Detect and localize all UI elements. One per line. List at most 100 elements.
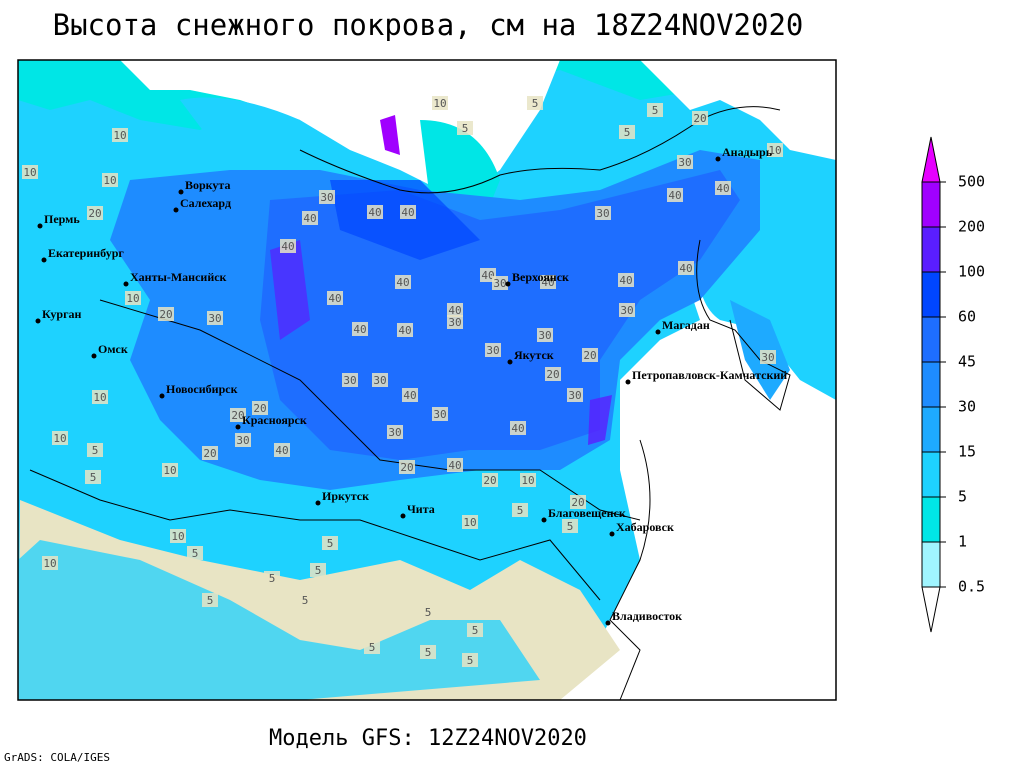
contour-label: 20 [253, 402, 266, 415]
contour-label-box [364, 640, 380, 654]
contour-label-box [567, 388, 583, 402]
contour-label: 40 [403, 389, 416, 402]
contour-label-box [467, 623, 483, 637]
contour-label-box [562, 519, 578, 533]
colorbar-segment [921, 136, 941, 183]
contour-label: 10 [103, 174, 116, 187]
contour-label-box [447, 315, 463, 329]
contour-label: 40 [275, 444, 288, 457]
contour-label-box [352, 322, 368, 336]
contour-label-box [462, 515, 478, 529]
city-dot [605, 620, 611, 626]
contour-label: 30 [493, 277, 506, 290]
colorbar-label: 60 [958, 308, 976, 326]
contour-label: 5 [425, 606, 432, 619]
city-dot [655, 329, 661, 335]
colorbar-label: 30 [958, 398, 976, 416]
colorbar-label: 100 [958, 263, 985, 281]
contour-label: 10 [463, 516, 476, 529]
contour-label: 5 [472, 624, 479, 637]
colorbar-label: 500 [958, 173, 985, 191]
contour-label: 20 [546, 368, 559, 381]
contour-label-box [367, 205, 383, 219]
contour-label-box [322, 536, 338, 550]
colorbar-segment [921, 451, 941, 498]
contour-label: 40 [679, 262, 692, 275]
contour-label-box [87, 443, 103, 457]
city-name: Ханты-Мансийск [130, 270, 227, 284]
contour-label: 40 [668, 189, 681, 202]
contour-label: 30 [486, 344, 499, 357]
contour-label: 30 [433, 408, 446, 421]
city-dot [505, 281, 511, 287]
contour-label-box [170, 529, 186, 543]
contour-label-box [618, 273, 634, 287]
contour-label: 20 [159, 308, 172, 321]
contour-label-box [462, 653, 478, 667]
contour-label-box [85, 470, 101, 484]
contour-label-box [520, 473, 536, 487]
contour-label: 10 [113, 129, 126, 142]
contour-label: 30 [620, 304, 633, 317]
contour-label: 5 [207, 594, 214, 607]
contour-label-box [420, 605, 436, 619]
contour-label: 5 [269, 572, 276, 585]
contour-label: 10 [171, 530, 184, 543]
colorbar-segment [921, 181, 941, 228]
contour-label-box [492, 276, 508, 290]
contour-label: 5 [567, 520, 574, 533]
contour-label: 5 [369, 641, 376, 654]
contour-label-box [400, 205, 416, 219]
contour-label-box [485, 343, 501, 357]
contour-label-box [397, 323, 413, 337]
contour-label: 40 [281, 240, 294, 253]
contour-label-box [545, 367, 561, 381]
contour-label: 40 [328, 292, 341, 305]
colorbar-segment [921, 541, 941, 588]
colorbar-segment [921, 226, 941, 273]
city-dot [159, 393, 165, 399]
contour-label: 5 [327, 537, 334, 550]
contour-label: 20 [483, 474, 496, 487]
contour-label-box [715, 181, 731, 195]
contour-label-box [510, 421, 526, 435]
city-name: Омск [98, 342, 128, 356]
city-dot [41, 257, 47, 263]
colorbar-label: 0.5 [958, 578, 985, 596]
contour-label: 40 [353, 323, 366, 336]
contour-label-box [327, 291, 343, 305]
contour-label: 30 [343, 374, 356, 387]
contour-label-box [527, 96, 543, 110]
city-dot [37, 223, 43, 229]
contour-label: 40 [368, 206, 381, 219]
contour-label: 20 [203, 447, 216, 460]
contour-label-box [647, 103, 663, 117]
contour-label: 5 [517, 504, 524, 517]
contour-label-box [125, 291, 141, 305]
contour-label: 10 [126, 292, 139, 305]
contour-label-box [342, 373, 358, 387]
contour-label: 5 [192, 547, 199, 560]
contour-label-box [595, 206, 611, 220]
city-name: Благовещенск [548, 506, 626, 520]
city-name: Салехард [180, 196, 231, 210]
contour-label: 40 [481, 269, 494, 282]
contour-label: 10 [53, 432, 66, 445]
contour-label-box [537, 328, 553, 342]
contour-label-box [767, 143, 783, 157]
contour-label: 40 [448, 459, 461, 472]
city-name: Верхоянск [512, 270, 569, 284]
contour-label-box [387, 425, 403, 439]
contour-label-box [202, 593, 218, 607]
colorbar-segment [921, 361, 941, 408]
contour-label: 10 [43, 557, 56, 570]
city-dot [35, 318, 41, 324]
contour-label: 40 [398, 324, 411, 337]
contour-label-box [92, 390, 108, 404]
contour-label: 30 [678, 156, 691, 169]
footer: Модель GFS: 12Z24NOV2020 [269, 726, 587, 751]
contour-label-box [447, 458, 463, 472]
credit: GrADS: COLA/IGES [4, 751, 110, 764]
contour-label: 5 [467, 654, 474, 667]
city-name: Хабаровск [616, 520, 674, 534]
